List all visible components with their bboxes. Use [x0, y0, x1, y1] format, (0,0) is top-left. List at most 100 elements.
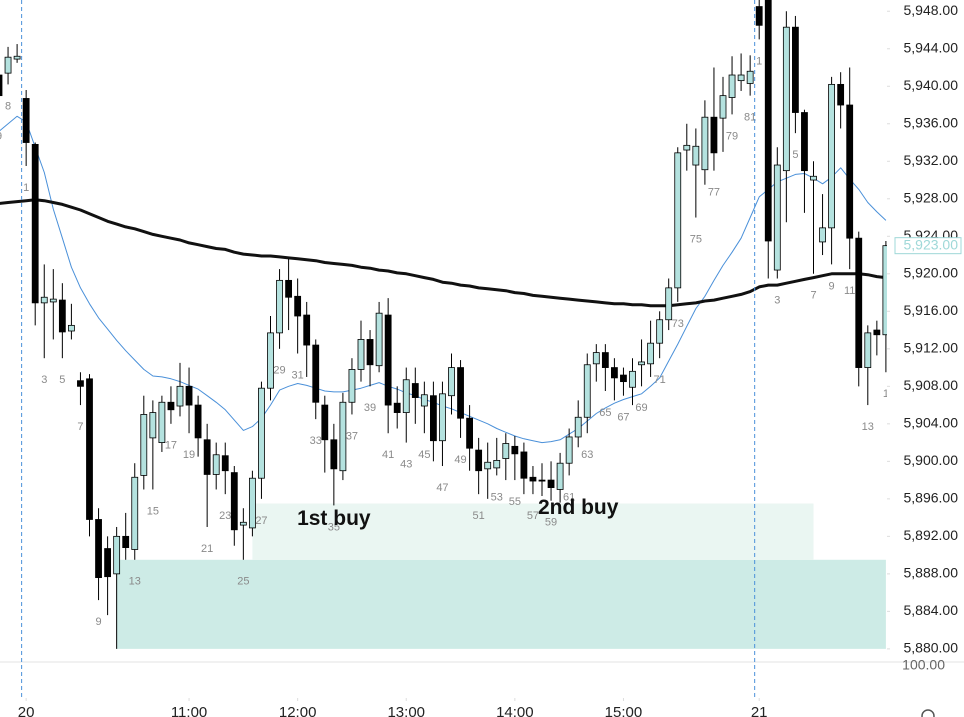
- candle-body: [773, 164, 781, 271]
- y-tick-label: 5,912.00: [904, 340, 959, 356]
- candle-body: [239, 521, 247, 526]
- candle-body: [529, 476, 537, 482]
- candle-body: [502, 443, 510, 459]
- candle-body: [31, 144, 39, 304]
- y-tick-label: 5,936.00: [904, 114, 959, 130]
- candle-body: [710, 116, 718, 154]
- candle-body: [420, 394, 428, 407]
- candle-body: [40, 296, 48, 304]
- y-tick-label: 5,892.00: [904, 527, 959, 543]
- candle-body: [493, 459, 501, 469]
- candle-body: [68, 324, 75, 332]
- bar-number: 7: [810, 290, 816, 302]
- settings-icon[interactable]: [921, 709, 935, 717]
- bar-number: 47: [436, 482, 448, 494]
- candle-body: [855, 237, 863, 368]
- bar-number: 65: [599, 407, 611, 419]
- bar-number: 77: [708, 187, 720, 199]
- x-tick-label: 20: [18, 704, 35, 717]
- candle-body: [4, 56, 12, 74]
- last-price-label: 5,923.00: [904, 236, 959, 252]
- candle-body: [692, 145, 700, 166]
- candle-body: [583, 364, 591, 418]
- bar-number: 81: [744, 112, 756, 124]
- bar-number: 3: [774, 294, 780, 306]
- bar-number: 9: [0, 130, 2, 142]
- candle-body: [846, 104, 854, 239]
- y-tick-label: 5,900.00: [904, 452, 959, 468]
- candle-body: [131, 476, 139, 550]
- candle-body: [86, 378, 93, 520]
- candle-body: [764, 0, 772, 242]
- bar-number: 27: [255, 515, 267, 527]
- candle-body: [611, 367, 618, 379]
- candle-body: [348, 369, 356, 403]
- bar-number: 5: [792, 149, 798, 161]
- annotation: 2nd buy: [538, 496, 619, 519]
- candle-body: [665, 287, 673, 321]
- last-price-box: [894, 237, 962, 255]
- candle-body: [158, 401, 166, 443]
- candle-body: [565, 436, 573, 464]
- bar-number: 37: [346, 430, 358, 442]
- candle-body: [810, 175, 817, 181]
- candle-body: [484, 461, 492, 470]
- candle-body: [457, 367, 464, 419]
- candle-body: [140, 414, 148, 476]
- candle-body: [77, 380, 84, 387]
- candle-body: [574, 416, 582, 438]
- candle-body: [466, 417, 474, 449]
- candle-body: [203, 439, 211, 475]
- bar-number: 41: [382, 449, 394, 461]
- candle-body: [719, 95, 727, 119]
- bar-number: 29: [273, 365, 285, 377]
- candle-body: [0, 74, 3, 97]
- bar-number: 59: [545, 517, 557, 529]
- bar-number: 51: [473, 510, 485, 522]
- candle-body: [701, 116, 709, 171]
- candle-body: [538, 479, 546, 482]
- moving-average: [0, 198, 887, 308]
- y-tick-label: 5,904.00: [904, 415, 959, 431]
- y-tick-label: 5,896.00: [904, 490, 959, 506]
- bar-number: 33: [310, 435, 322, 447]
- y-tick-label: 5,880.00: [904, 640, 959, 656]
- bar-number: 79: [726, 130, 738, 142]
- y-tick-label: 5,940.00: [904, 77, 959, 93]
- candle-body: [258, 387, 265, 479]
- candle-body: [638, 361, 645, 366]
- candle-body: [321, 404, 329, 441]
- candle-body: [149, 412, 157, 439]
- bar-number: 57: [527, 510, 539, 522]
- plot-area: 9813579131517192123252729313335373941434…: [0, 0, 887, 649]
- x-tick-label: 11:00: [171, 704, 207, 717]
- candle-body: [801, 112, 808, 172]
- candle-body: [782, 26, 790, 172]
- candle-body: [592, 352, 600, 365]
- candle-body: [439, 393, 446, 442]
- candle-body: [402, 379, 410, 413]
- bar-number: 1: [756, 55, 762, 67]
- bar-number: 13: [862, 421, 874, 433]
- candle-body: [819, 227, 826, 243]
- candle-body: [303, 314, 311, 346]
- candle-body: [230, 472, 238, 531]
- bar-number: 71: [654, 374, 666, 386]
- bar-number: 31: [292, 369, 304, 381]
- candle-body: [58, 299, 66, 333]
- candle-body: [384, 314, 392, 406]
- candle-body: [167, 401, 175, 411]
- candle-body: [285, 279, 293, 298]
- candle-body: [357, 339, 365, 370]
- bar-number: 9: [95, 616, 101, 628]
- zone: [116, 559, 886, 649]
- candle-body: [366, 339, 374, 366]
- candle-body: [221, 455, 229, 472]
- bar-number: 3: [41, 374, 47, 386]
- candle-body: [411, 383, 419, 398]
- y-tick-label: 5,888.00: [904, 565, 959, 581]
- y-tick-label: 5,920.00: [904, 265, 959, 281]
- candle-body: [746, 70, 754, 84]
- candle-body: [547, 479, 555, 488]
- candle-body: [556, 462, 564, 490]
